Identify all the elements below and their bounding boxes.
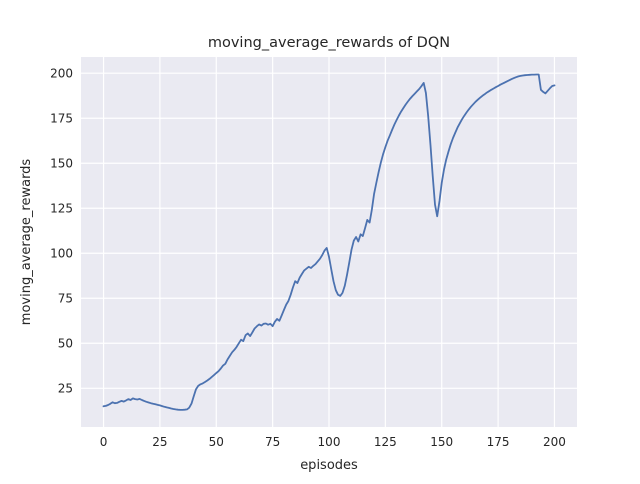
y-tick-label: 100 bbox=[50, 247, 73, 261]
x-tick-label: 200 bbox=[543, 435, 566, 449]
y-tick-label: 25 bbox=[58, 382, 73, 396]
x-tick-label: 50 bbox=[209, 435, 224, 449]
x-tick-labels: 0 25 50 75 100 125 150 175 200 bbox=[100, 435, 566, 449]
y-tick-label: 200 bbox=[50, 67, 73, 81]
y-tick-label: 175 bbox=[50, 112, 73, 126]
y-tick-label: 125 bbox=[50, 202, 73, 216]
x-tick-label: 175 bbox=[487, 435, 510, 449]
y-axis-label: moving_average_rewards bbox=[19, 159, 34, 326]
y-tick-label: 150 bbox=[50, 157, 73, 171]
y-tick-label: 50 bbox=[58, 337, 73, 351]
x-tick-label: 75 bbox=[265, 435, 280, 449]
x-tick-label: 0 bbox=[100, 435, 108, 449]
x-axis-label: episodes bbox=[300, 458, 358, 473]
x-tick-label: 25 bbox=[152, 435, 167, 449]
y-tick-label: 75 bbox=[58, 292, 73, 306]
grid-lines bbox=[81, 57, 577, 427]
x-tick-label: 125 bbox=[374, 435, 397, 449]
x-tick-label: 100 bbox=[318, 435, 341, 449]
reward-line bbox=[102, 73, 556, 411]
chart-title: moving_average_rewards of DQN bbox=[208, 35, 450, 51]
x-tick-label: 150 bbox=[430, 435, 453, 449]
y-tick-labels: 25 50 75 100 125 150 175 200 bbox=[50, 67, 73, 396]
